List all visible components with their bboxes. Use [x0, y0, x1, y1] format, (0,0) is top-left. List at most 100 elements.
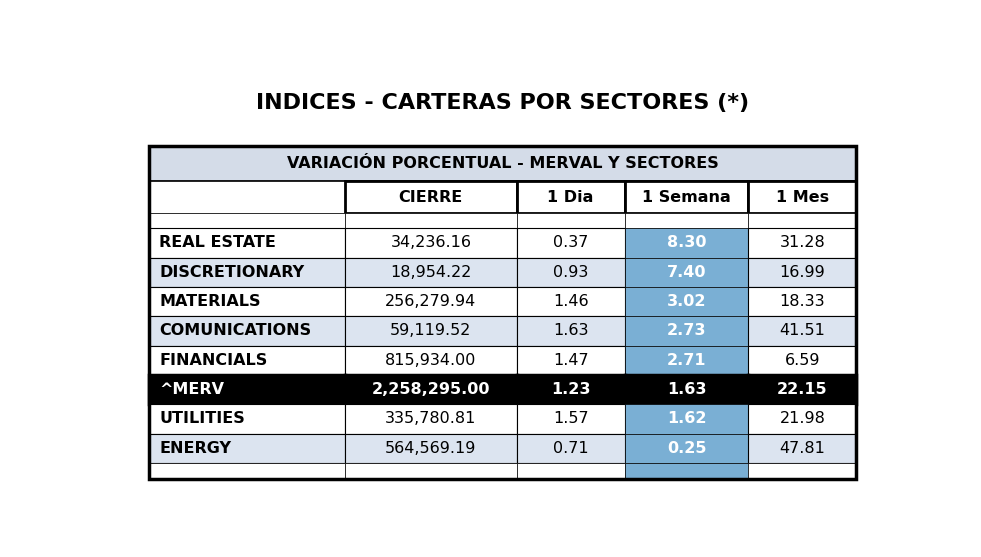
- Text: 335,780.81: 335,780.81: [386, 412, 477, 427]
- Bar: [149, 146, 856, 478]
- Text: 1 Mes: 1 Mes: [776, 189, 829, 204]
- Text: 59,119.52: 59,119.52: [390, 324, 472, 339]
- Bar: [749, 404, 856, 433]
- Text: 18.33: 18.33: [780, 294, 825, 309]
- Bar: [625, 182, 749, 213]
- Bar: [625, 433, 749, 463]
- Bar: [749, 258, 856, 287]
- Text: 1 Semana: 1 Semana: [643, 189, 731, 204]
- Text: 564,569.19: 564,569.19: [386, 441, 477, 456]
- Bar: [625, 258, 749, 287]
- Text: ^MERV: ^MERV: [159, 382, 224, 397]
- Text: 1 Dia: 1 Dia: [547, 189, 594, 204]
- Bar: [149, 228, 345, 258]
- Bar: [517, 316, 625, 345]
- Bar: [149, 146, 856, 182]
- Bar: [345, 375, 517, 404]
- Bar: [625, 463, 749, 478]
- Text: 22.15: 22.15: [777, 382, 828, 397]
- Text: CIERRE: CIERRE: [398, 189, 463, 204]
- Bar: [749, 287, 856, 316]
- Text: INDICES - CARTERAS POR SECTORES (*): INDICES - CARTERAS POR SECTORES (*): [256, 93, 749, 113]
- Text: 2,258,295.00: 2,258,295.00: [372, 382, 490, 397]
- Bar: [345, 404, 517, 433]
- Bar: [517, 213, 625, 228]
- Text: 815,934.00: 815,934.00: [386, 353, 477, 368]
- Text: 3.02: 3.02: [667, 294, 706, 309]
- Text: 1.47: 1.47: [553, 353, 589, 368]
- Bar: [149, 345, 345, 375]
- Bar: [517, 182, 625, 213]
- Bar: [345, 463, 517, 478]
- Text: 0.93: 0.93: [553, 265, 589, 280]
- Text: 31.28: 31.28: [780, 236, 825, 251]
- Bar: [149, 375, 345, 404]
- Text: 1.57: 1.57: [553, 412, 589, 427]
- Bar: [345, 287, 517, 316]
- Bar: [149, 463, 345, 478]
- Bar: [149, 213, 345, 228]
- Text: 1.46: 1.46: [553, 294, 589, 309]
- Bar: [517, 287, 625, 316]
- Text: FINANCIALS: FINANCIALS: [159, 353, 268, 368]
- Bar: [625, 287, 749, 316]
- Text: UTILITIES: UTILITIES: [159, 412, 245, 427]
- Text: 1.63: 1.63: [667, 382, 706, 397]
- Text: ENERGY: ENERGY: [159, 441, 232, 456]
- Bar: [749, 375, 856, 404]
- Bar: [517, 404, 625, 433]
- Bar: [625, 213, 749, 228]
- Bar: [345, 433, 517, 463]
- Bar: [149, 287, 345, 316]
- Bar: [749, 316, 856, 345]
- Bar: [625, 316, 749, 345]
- Bar: [345, 316, 517, 345]
- Text: 0.71: 0.71: [553, 441, 589, 456]
- Text: 256,279.94: 256,279.94: [386, 294, 477, 309]
- Bar: [625, 345, 749, 375]
- Text: REAL ESTATE: REAL ESTATE: [159, 236, 276, 251]
- Bar: [345, 258, 517, 287]
- Bar: [149, 258, 345, 287]
- Text: 1.62: 1.62: [667, 412, 706, 427]
- Bar: [517, 463, 625, 478]
- Bar: [749, 463, 856, 478]
- Bar: [149, 316, 345, 345]
- Bar: [149, 182, 345, 213]
- Text: 47.81: 47.81: [780, 441, 825, 456]
- Text: DISCRETIONARY: DISCRETIONARY: [159, 265, 304, 280]
- Bar: [625, 228, 749, 258]
- Text: 0.25: 0.25: [667, 441, 706, 456]
- Text: 1.63: 1.63: [553, 324, 589, 339]
- Text: 8.30: 8.30: [667, 236, 706, 251]
- Bar: [517, 228, 625, 258]
- Bar: [517, 345, 625, 375]
- Text: 34,236.16: 34,236.16: [390, 236, 471, 251]
- Bar: [625, 375, 749, 404]
- Bar: [517, 258, 625, 287]
- Bar: [149, 433, 345, 463]
- Text: VARIACIÓN PORCENTUAL - MERVAL Y SECTORES: VARIACIÓN PORCENTUAL - MERVAL Y SECTORES: [286, 157, 719, 172]
- Text: 2.73: 2.73: [667, 324, 706, 339]
- Bar: [625, 404, 749, 433]
- Bar: [749, 228, 856, 258]
- Bar: [345, 228, 517, 258]
- Bar: [749, 213, 856, 228]
- Text: 1.23: 1.23: [551, 382, 591, 397]
- Text: MATERIALS: MATERIALS: [159, 294, 261, 309]
- Text: 18,954.22: 18,954.22: [390, 265, 472, 280]
- Text: 41.51: 41.51: [780, 324, 825, 339]
- Text: 0.37: 0.37: [553, 236, 589, 251]
- Text: COMUNICATIONS: COMUNICATIONS: [159, 324, 311, 339]
- Text: 21.98: 21.98: [780, 412, 825, 427]
- Bar: [749, 433, 856, 463]
- Bar: [749, 182, 856, 213]
- Text: 6.59: 6.59: [785, 353, 820, 368]
- Bar: [345, 182, 517, 213]
- Bar: [517, 375, 625, 404]
- Bar: [345, 213, 517, 228]
- Bar: [345, 345, 517, 375]
- Bar: [749, 345, 856, 375]
- Bar: [149, 404, 345, 433]
- Bar: [517, 433, 625, 463]
